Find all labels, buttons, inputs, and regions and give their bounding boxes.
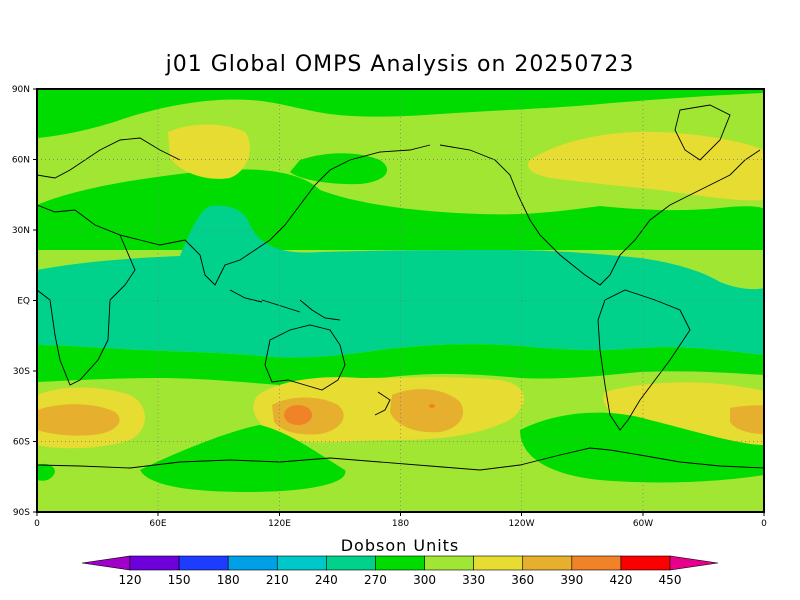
colorbar-segment [227, 555, 278, 571]
colorbar-segment [473, 555, 524, 571]
colorbar-label: 120 [119, 573, 142, 587]
y-tick-label: 30N [12, 226, 30, 236]
y-tick-label: EQ [17, 297, 30, 307]
field-arctic-green [290, 153, 388, 185]
coast-north-america [439, 144, 761, 286]
field-south-max [284, 405, 312, 425]
field-south-yellow-3 [603, 382, 764, 447]
field-south-green [37, 344, 764, 386]
colorbar-label: 300 [413, 573, 436, 587]
colorbar: 120 150 180 210 240 270 300 330 360 390 420 450 [81, 555, 719, 587]
colorbar-segment [620, 555, 671, 571]
y-tick-label: 60N [12, 156, 30, 166]
colorbar-label: 210 [266, 573, 289, 587]
field-south-orange-1 [37, 404, 120, 436]
y-tick-labels: 90N 60N 30N EQ 30S 60S 90S [12, 85, 30, 518]
field-north-yellow-1 [168, 124, 250, 179]
colorbar-segment [129, 555, 180, 571]
colorbar-label: 330 [462, 573, 485, 587]
tick-marks [33, 88, 765, 516]
y-tick-label: 30S [13, 367, 30, 377]
colorbar-label: 240 [315, 573, 338, 587]
y-tick-label: 60S [13, 438, 30, 448]
gridlines [37, 89, 764, 512]
coast-australia [264, 324, 346, 391]
coastlines [37, 104, 764, 471]
field-north-yellow-2 [528, 131, 764, 201]
colorbar-label: 420 [609, 573, 632, 587]
coast-greenland [674, 104, 731, 161]
colorbar-segment [276, 555, 327, 571]
field-antarctic-green-2 [520, 412, 764, 483]
coast-antarctica [37, 447, 764, 471]
colorbar-segment [571, 555, 622, 571]
x-tick-label: 180 [392, 519, 409, 529]
map-title: j01 Global OMPS Analysis on 20250723 [165, 52, 635, 77]
colorbar-segment [81, 555, 131, 571]
colorbar-segment [178, 555, 229, 571]
coast-new-zealand [374, 391, 391, 416]
colorbar-label: 390 [560, 573, 583, 587]
ozone-field [37, 89, 764, 512]
y-tick-label: 90N [12, 85, 30, 95]
colorbar-label: 270 [364, 573, 387, 587]
x-tick-label: 0 [761, 519, 767, 529]
colorbar-label: 150 [168, 573, 191, 587]
colorbar-segment [424, 555, 474, 571]
x-tick-label: 120E [268, 519, 291, 529]
coast-indonesia [229, 289, 341, 321]
coast-africa-europe [37, 137, 181, 386]
field-south-orange-4 [730, 405, 764, 434]
colorbar-label: 360 [511, 573, 534, 587]
x-tick-label: 0 [34, 519, 40, 529]
colorbar-segment [375, 555, 425, 571]
x-tick-label: 60W [633, 519, 653, 529]
colorbar-segment [522, 555, 573, 571]
x-tick-label: 120W [508, 519, 534, 529]
colorbar-title: Dobson Units [340, 536, 460, 555]
coast-south-america [597, 289, 691, 431]
field-south-orange-3 [390, 389, 464, 433]
field-antarctic-green-3 [37, 463, 55, 481]
coast-asia [119, 144, 431, 286]
colorbar-segment [326, 555, 376, 571]
field-south-max-2 [429, 404, 435, 408]
colorbar-label: 180 [217, 573, 240, 587]
colorbar-segment [669, 555, 719, 571]
x-tick-labels: 0 60E 120E 180 120W 60W 0 [34, 519, 767, 529]
y-tick-label: 90S [13, 508, 30, 518]
field-antarctic-green-1 [140, 425, 346, 492]
x-tick-label: 60E [149, 519, 166, 529]
colorbar-label: 450 [659, 573, 682, 587]
